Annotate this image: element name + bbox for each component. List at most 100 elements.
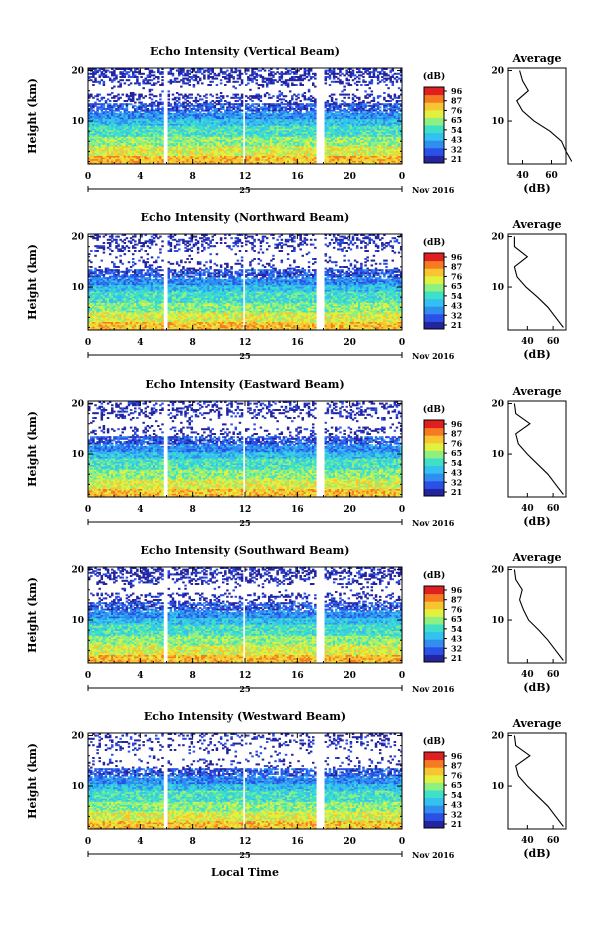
heatmap-cell [169, 135, 173, 138]
heatmap-cell [391, 80, 395, 83]
heatmap-cell [263, 109, 267, 112]
heatmap-cell [140, 133, 143, 136]
heatmap-cell [324, 125, 328, 128]
heatmap-cell [142, 79, 145, 82]
heatmap-cell [140, 112, 143, 115]
heatmap-cell [136, 140, 139, 142]
heatmap-cell [159, 122, 162, 125]
heatmap-cell [297, 125, 300, 128]
heatmap-cell [353, 125, 357, 128]
heatmap-cell [150, 148, 154, 150]
heatmap-cell [349, 122, 353, 125]
heatmap-cell [226, 114, 229, 117]
heatmap-cell [251, 104, 254, 107]
heatmap-cell [198, 127, 202, 130]
heatmap-cell [236, 106, 240, 109]
heatmap-cell [111, 96, 114, 99]
heatmap-cell [278, 133, 281, 136]
heatmap-cell [88, 111, 91, 114]
heatmap-cell [301, 132, 305, 134]
heatmap-cell [299, 141, 302, 144]
heatmap-cell [198, 128, 202, 131]
heatmap-cell [263, 77, 267, 80]
heatmap-cell [102, 84, 106, 86]
heatmap-cell [90, 93, 93, 96]
heatmap-cell [395, 125, 399, 128]
heatmap-cell [217, 74, 221, 77]
heatmap-cell [276, 143, 279, 146]
heatmap-cell [314, 140, 317, 142]
heatmap-cell [387, 122, 390, 125]
heatmap-cell [96, 69, 99, 72]
heatmap-cell [265, 148, 269, 150]
heatmap-cell [339, 130, 342, 133]
heatmap-cell [92, 96, 95, 99]
heatmap-cell [341, 130, 344, 133]
heatmap-cell [303, 148, 307, 150]
heatmap-cell [224, 128, 227, 131]
heatmap-cell [226, 148, 229, 150]
heatmap-cell [136, 112, 139, 115]
heatmap-cell [196, 68, 200, 70]
heatmap-cell [349, 116, 353, 118]
heatmap-cell [255, 111, 258, 114]
heatmap-cell [178, 80, 181, 83]
heatmap-cell [393, 148, 397, 150]
heatmap-cell [368, 140, 371, 142]
heatmap-cell [389, 128, 392, 131]
heatmap-cell [221, 144, 225, 147]
heatmap-cell [117, 136, 120, 139]
heatmap-cell [92, 119, 95, 122]
heatmap-cell [353, 109, 357, 112]
heatmap-cell [142, 132, 145, 134]
heatmap-cell [349, 133, 353, 136]
heatmap-cell [374, 109, 378, 112]
heatmap-cell [150, 116, 154, 118]
heatmap-cell [201, 138, 204, 141]
heatmap-cell [121, 93, 124, 96]
heatmap-cell [332, 76, 336, 78]
heatmap-cell [372, 141, 376, 144]
heatmap-cell [169, 127, 173, 130]
heatmap-cell [125, 124, 129, 126]
heatmap-cell [341, 140, 344, 142]
heatmap-cell [305, 103, 309, 106]
heatmap-cell [291, 77, 294, 80]
heatmap-cell [134, 76, 137, 78]
heatmap-cell [381, 112, 384, 115]
heatmap-cell [299, 120, 302, 123]
heatmap-cell [291, 71, 294, 74]
heatmap-cell [261, 122, 265, 125]
heatmap-cell [358, 71, 361, 74]
heatmap-cell [309, 109, 313, 112]
heatmap-cell [272, 119, 275, 122]
heatmap-cell [330, 122, 334, 125]
heatmap-cell [376, 125, 380, 128]
heatmap-cell [378, 119, 382, 122]
heatmap-cell [127, 117, 131, 120]
heatmap-cell [378, 135, 382, 138]
heatmap-cell [345, 127, 348, 130]
heatmap-cell [349, 109, 353, 112]
heatmap-cell [125, 136, 129, 139]
heatmap-cell [307, 141, 311, 144]
heatmap-cell [389, 79, 392, 82]
heatmap-cell [186, 108, 189, 110]
heatmap-cell [343, 146, 346, 149]
heatmap-cell [121, 124, 124, 126]
heatmap-cell [224, 132, 227, 134]
heatmap-cell [146, 146, 150, 149]
heatmap-cell [211, 138, 214, 141]
heatmap-cell [171, 68, 175, 70]
heatmap-cell [136, 146, 139, 149]
heatmap-cell [383, 133, 386, 136]
heatmap-cell [303, 116, 307, 118]
heatmap-cell [221, 108, 225, 110]
heatmap-cell [376, 127, 380, 130]
heatmap-cell [157, 111, 160, 114]
heatmap-cell [117, 143, 120, 146]
heatmap-cell [332, 136, 336, 139]
heatmap-cell [123, 120, 127, 123]
heatmap-cell [203, 101, 206, 104]
heatmap-cell [383, 119, 386, 122]
